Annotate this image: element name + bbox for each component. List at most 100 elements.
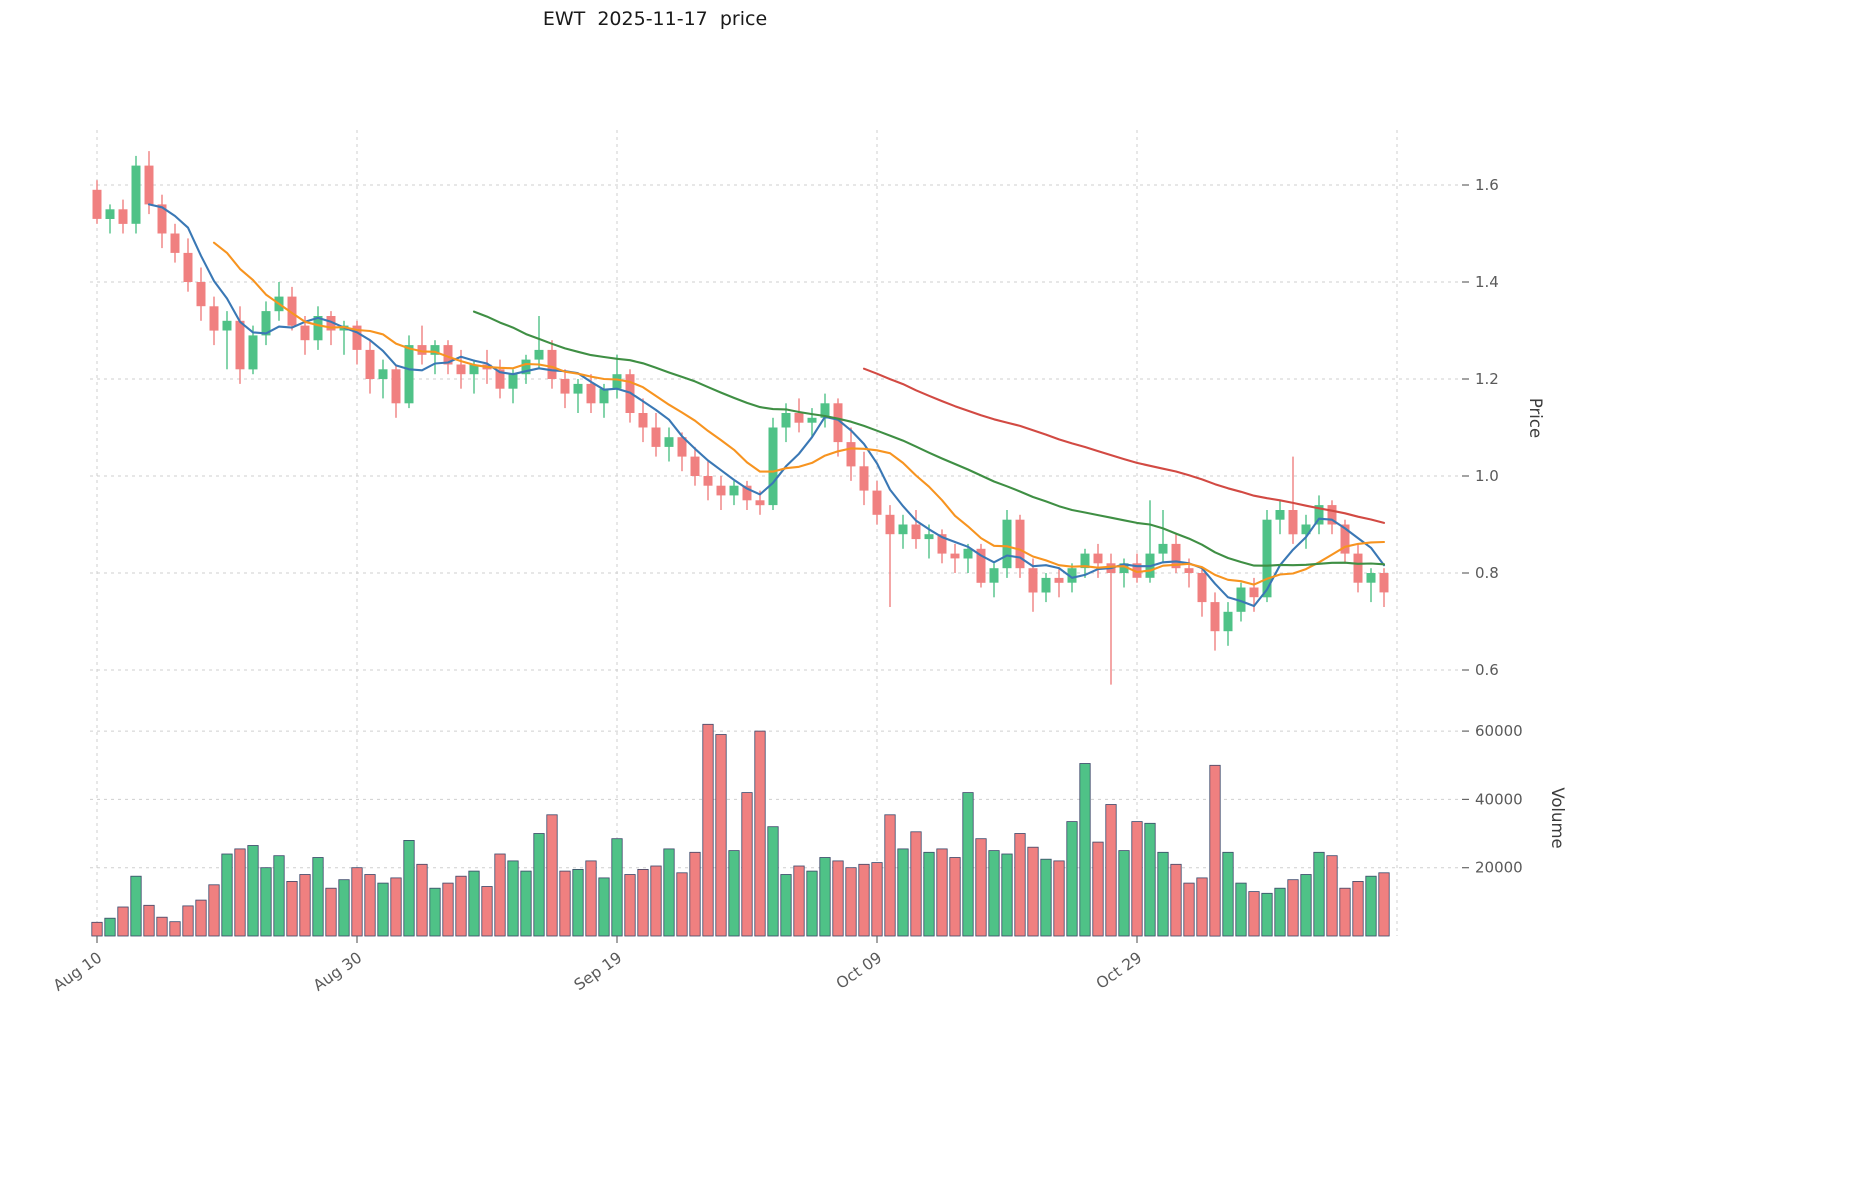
grid-layer [90,130,1462,936]
price-tick-label: 1.0 [1475,467,1499,485]
volume-bar [1261,892,1273,937]
candle-body [781,413,791,428]
candle-body [547,349,557,379]
candle-body [976,548,986,583]
volume-bar [429,887,441,937]
volume-bar [1196,877,1208,937]
candle-body [1028,568,1038,593]
candle-body [118,209,128,224]
ma-line-ma10 [212,241,1386,586]
volume-bar [793,865,805,937]
volume-bar [169,921,181,937]
volume-bar [637,869,649,937]
volume-bar [1313,851,1325,937]
candle-body [651,427,661,447]
candle-body [1340,524,1350,554]
chart-title: EWT 2025-11-17 price [542,8,768,30]
volume-bar [572,869,584,937]
price-tick-label: 0.6 [1475,661,1499,679]
candle-body [1054,577,1064,583]
price-axis-label: Price [1526,398,1545,438]
volume-bar [1287,879,1299,937]
candle-body [859,466,869,491]
volume-bar [949,857,961,937]
volume-bar [1378,872,1390,937]
candle-body [1288,510,1298,535]
candle-body [677,437,687,457]
candle-body [534,349,544,360]
volume-axis-label: Volume [1548,787,1567,848]
volume-bar [650,865,662,937]
volume-bar [910,831,922,937]
volume-bar [754,730,766,937]
volume-bar [325,887,337,937]
candle-body [521,359,531,375]
volume-bar [494,853,506,937]
volume-bar [1118,850,1130,937]
volume-bar [104,917,116,937]
volume-bar [364,874,376,937]
volume-bar [1365,875,1377,937]
volume-bar [260,867,272,937]
volume-bar [702,723,714,937]
candle-body [898,524,908,535]
volume-tick-label: 40000 [1475,790,1523,808]
volume-bar [234,848,246,937]
volume-bar [962,792,974,937]
candles-layer [92,151,1389,685]
volume-tick-label: 20000 [1475,859,1523,877]
x-tick-label: Aug 30 [310,949,365,995]
volume-bar [1001,853,1013,937]
candle-body [1327,505,1337,525]
volume-bar [676,872,688,937]
volume-bar [299,874,311,937]
candle-body [157,204,167,234]
candle-body [573,383,583,394]
candle-body [690,456,700,476]
volume-bar [741,792,753,937]
volume-bar [1222,851,1234,937]
candle-body [1002,519,1012,569]
volume-bar [715,734,727,937]
volume-bar [130,875,142,937]
volume-bar [767,826,779,937]
ma-line-ma5 [147,203,1386,608]
volume-bar [312,857,324,937]
volume-bar [1144,822,1156,937]
candle-body [950,553,960,559]
candle-body [911,524,921,540]
candle-body [196,282,206,307]
candle-body [963,548,973,559]
volume-bar [624,874,636,937]
candle-body [638,413,648,428]
price-tick-label: 1.2 [1475,370,1499,388]
candle-body [885,514,895,535]
volume-bar [1157,851,1169,937]
candle-body [1119,563,1129,573]
volume-bar [923,851,935,937]
candle-body [1353,553,1363,583]
candle-body [1184,568,1194,573]
volume-bar [143,904,155,937]
volume-bar [1079,763,1091,937]
candle-body [105,209,115,219]
volume-bar [559,870,571,937]
ma-line-ma30 [472,310,1386,567]
candle-body [1301,524,1311,535]
volume-bar [468,870,480,937]
candle-body [599,388,609,404]
candle-body [378,369,388,379]
volume-bar [1131,821,1143,937]
x-tick-label: Sep 19 [571,949,625,995]
volume-bar [208,884,220,937]
x-tick-label: Oct 29 [1093,949,1145,993]
volume-bar [858,863,870,937]
volume-bar [663,848,675,937]
candle-body [287,296,297,326]
candle-body [131,165,141,224]
volume-bar [338,879,350,937]
volume-bar [403,840,415,937]
volume-bar [1274,887,1286,937]
candle-body [1093,553,1103,564]
